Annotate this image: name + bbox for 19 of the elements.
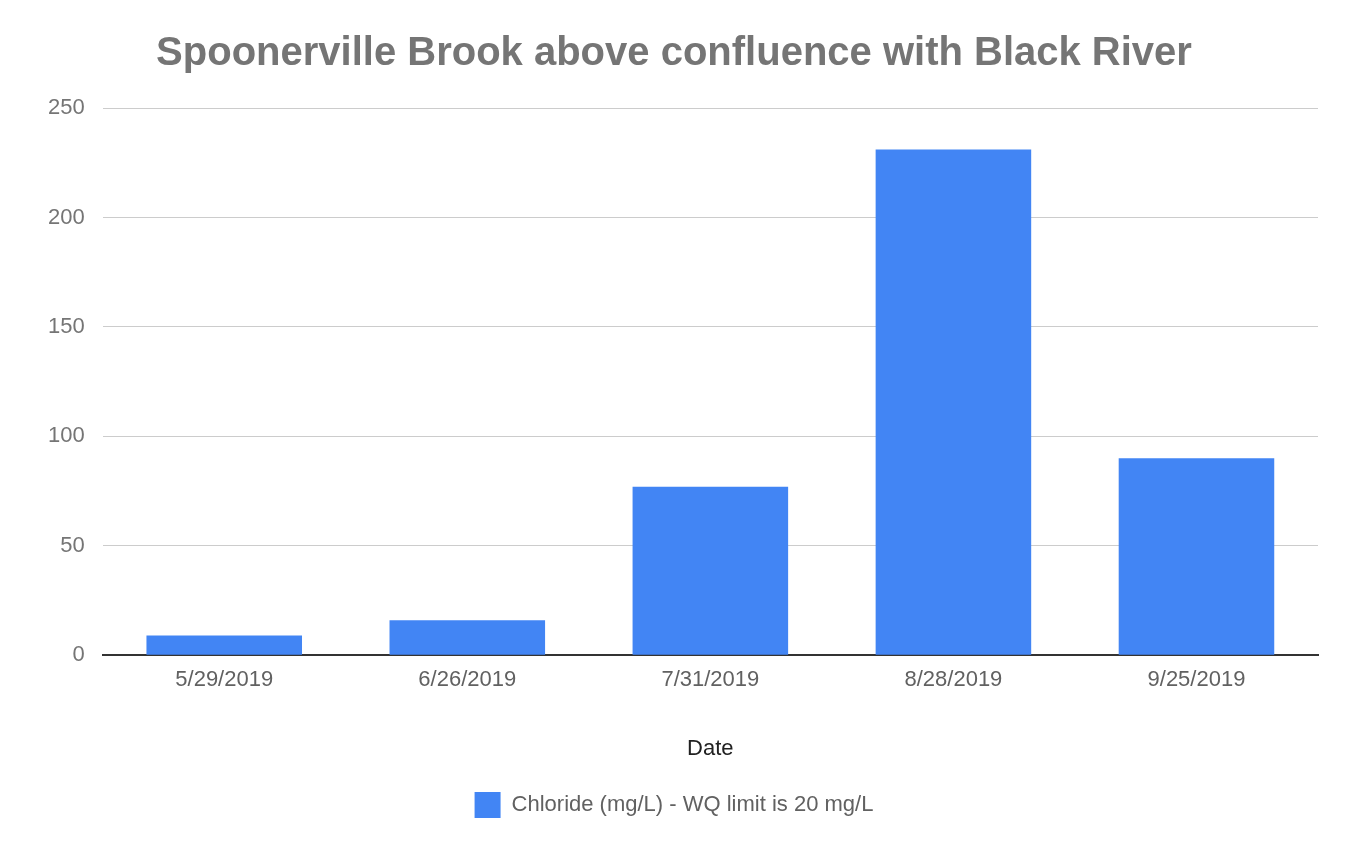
bar [875,149,1032,655]
bar [1118,458,1275,655]
x-axis-title: Date [687,734,734,760]
bar [632,486,789,655]
y-tick-label: 0 [72,641,85,667]
legend-label: Chloride (mg/L) - WQ limit is 20 mg/L [511,791,874,817]
x-tick-label: 8/28/2019 [904,666,1003,692]
y-tick-label: 200 [47,203,85,229]
y-tick-label: 250 [47,94,85,120]
y-tick-label: 50 [60,531,85,557]
x-tick-label: 6/26/2019 [418,666,517,692]
bar [389,620,546,655]
chart-title: Spoonerville Brook above confluence with Black River [156,29,1192,74]
bar [146,635,303,655]
x-tick-label: 5/29/2019 [175,666,274,692]
x-tick-label: 7/31/2019 [661,666,760,692]
y-tick-label: 150 [47,312,85,338]
x-tick-label: 9/25/2019 [1147,666,1246,692]
y-tick-label: 100 [47,422,85,448]
